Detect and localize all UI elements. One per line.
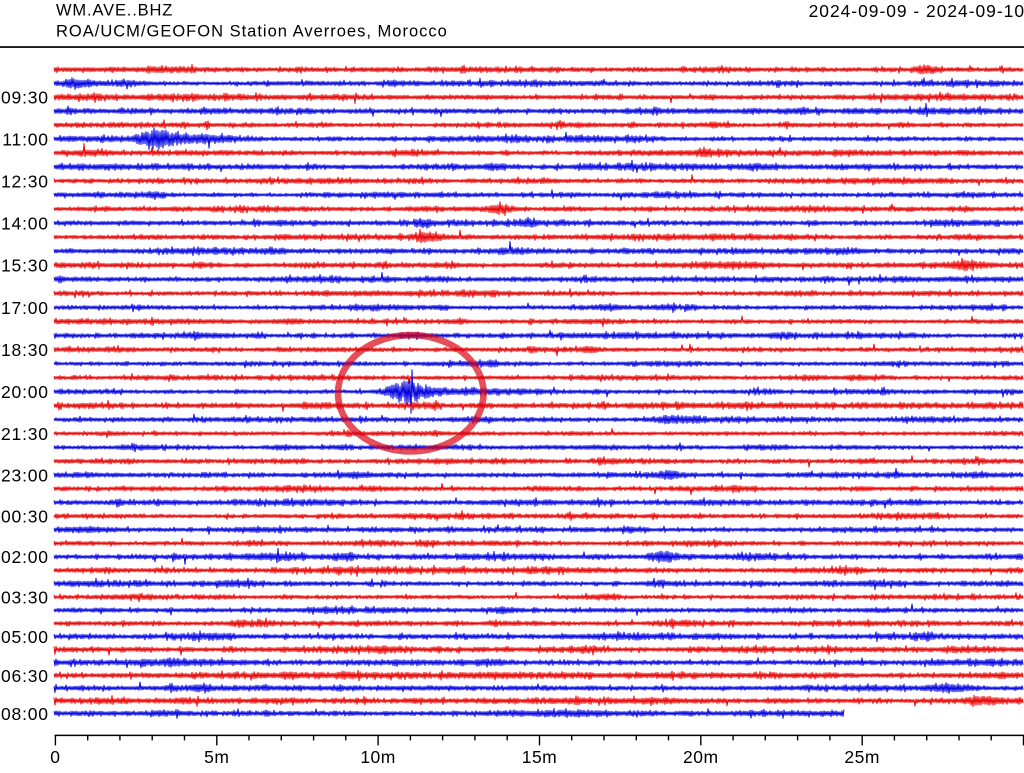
svg-text:23:00: 23:00 xyxy=(1,465,49,485)
svg-text:06:30: 06:30 xyxy=(1,666,49,686)
svg-text:05:00: 05:00 xyxy=(1,627,49,647)
svg-text:25m: 25m xyxy=(844,747,880,767)
svg-text:5m: 5m xyxy=(204,747,229,767)
svg-text:15:30: 15:30 xyxy=(1,256,49,276)
svg-text:ROA/UCM/GEOFON Station Averroe: ROA/UCM/GEOFON Station Averroes, Morocco xyxy=(56,23,448,41)
svg-text:12:30: 12:30 xyxy=(1,171,49,191)
svg-text:WM.AVE..BHZ: WM.AVE..BHZ xyxy=(56,2,173,20)
svg-text:11:00: 11:00 xyxy=(2,129,49,149)
svg-text:00:30: 00:30 xyxy=(1,507,49,527)
svg-text:2024-09-09 - 2024-09-10: 2024-09-09 - 2024-09-10 xyxy=(809,1,1024,21)
svg-text:20m: 20m xyxy=(683,747,719,767)
svg-text:03:30: 03:30 xyxy=(1,587,49,607)
svg-text:10m: 10m xyxy=(360,747,396,767)
svg-text:18:30: 18:30 xyxy=(1,340,49,360)
svg-text:02:00: 02:00 xyxy=(1,547,49,567)
svg-text:15m: 15m xyxy=(522,747,558,767)
svg-text:14:00: 14:00 xyxy=(1,213,49,233)
svg-text:08:00: 08:00 xyxy=(1,704,49,724)
svg-text:09:30: 09:30 xyxy=(1,88,49,108)
svg-text:21:30: 21:30 xyxy=(1,424,49,444)
svg-text:20:00: 20:00 xyxy=(1,382,49,402)
svg-text:0: 0 xyxy=(50,747,60,767)
svg-text:17:00: 17:00 xyxy=(1,298,49,318)
